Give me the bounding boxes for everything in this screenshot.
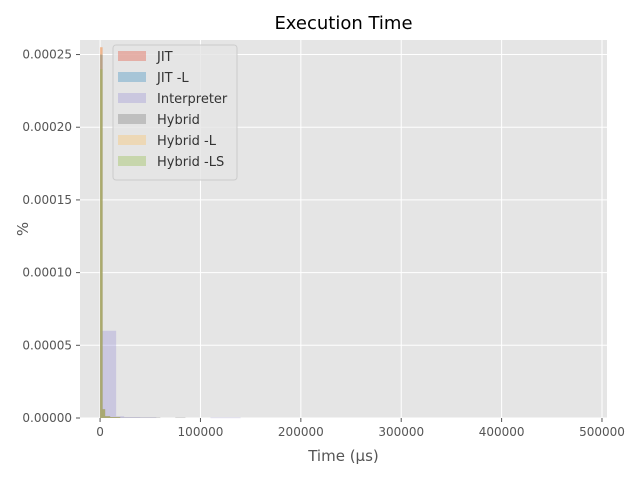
histogram-bar (102, 409, 106, 418)
legend-label: Interpreter (157, 92, 228, 107)
histogram-bar (110, 417, 121, 418)
histogram-bar (102, 409, 106, 418)
series-jit-l (100, 54, 121, 419)
x-tick-label: 200000 (278, 425, 324, 439)
legend-label: Hybrid (157, 113, 200, 128)
series-interpreter (100, 330, 241, 419)
series-hybrid (100, 54, 186, 419)
histogram-bar (110, 417, 121, 418)
histogram-bar (120, 417, 141, 419)
legend-label: Hybrid -LS (157, 155, 224, 170)
histogram-bars (100, 47, 241, 419)
histogram-bar (140, 417, 157, 419)
y-axis-ticks: 0.00000 0.00005 0.00010 0.00015 0.00020 0.000… (22, 48, 80, 425)
histogram-bar (100, 330, 109, 418)
x-tick-label: 100000 (178, 425, 224, 439)
histogram-bar (100, 54, 103, 419)
histogram-bar (102, 409, 106, 418)
y-tick-label: 0.00020 (22, 120, 72, 134)
histogram-bar (110, 417, 121, 418)
histogram-bar (102, 409, 106, 418)
histogram-bar (116, 416, 125, 418)
series-hybrid-l (100, 47, 121, 419)
chart-title: Execution Time (274, 13, 412, 34)
legend-swatch (118, 51, 146, 61)
x-tick-label: 300000 (378, 425, 424, 439)
x-axis-ticks: 0 100000 200000 300000 400000 500000 (96, 418, 625, 439)
legend-label: JIT -L (156, 71, 189, 86)
histogram-bar (140, 417, 161, 419)
y-tick-label: 0.00000 (22, 411, 72, 425)
histogram-bar (102, 409, 106, 418)
series-jit (100, 47, 121, 419)
histogram-bar (110, 417, 121, 418)
histogram-bar (210, 417, 241, 419)
legend: JIT JIT -L Interpreter Hybrid Hybrid -L Hybri… (112, 44, 238, 181)
x-tick-label: 500000 (579, 425, 625, 439)
histogram-bar (100, 47, 103, 419)
histogram-bar (100, 47, 103, 419)
x-axis-label: Time (μs) (307, 447, 379, 465)
x-tick-label: 400000 (479, 425, 525, 439)
histogram-bar (105, 416, 111, 418)
histogram-bar (108, 330, 117, 418)
y-tick-label: 0.00015 (22, 193, 72, 207)
histogram-bar (110, 417, 121, 418)
histogram-bar (105, 416, 111, 418)
legend-swatch (118, 114, 146, 124)
y-tick-label: 0.00010 (22, 266, 72, 280)
legend-swatch (118, 156, 146, 166)
legend-label: JIT (156, 50, 173, 65)
legend-box (112, 44, 238, 181)
histogram-bar (175, 417, 186, 419)
histogram-bar (105, 416, 111, 418)
legend-swatch (118, 72, 146, 82)
series-hybrid-ls (100, 69, 121, 419)
histogram-bar (100, 69, 103, 419)
y-axis-label: % (14, 222, 32, 236)
grid-lines (80, 40, 607, 419)
histogram-bar (105, 416, 111, 418)
y-tick-label: 0.00005 (22, 338, 72, 352)
y-tick-label: 0.00025 (22, 48, 72, 62)
legend-swatch (118, 135, 146, 145)
legend-swatch (118, 93, 146, 103)
histogram-bar (105, 416, 111, 418)
histogram-bar (124, 417, 141, 418)
legend-label: Hybrid -L (157, 134, 217, 149)
x-tick-label: 0 (96, 425, 104, 439)
histogram-bar (100, 54, 103, 419)
